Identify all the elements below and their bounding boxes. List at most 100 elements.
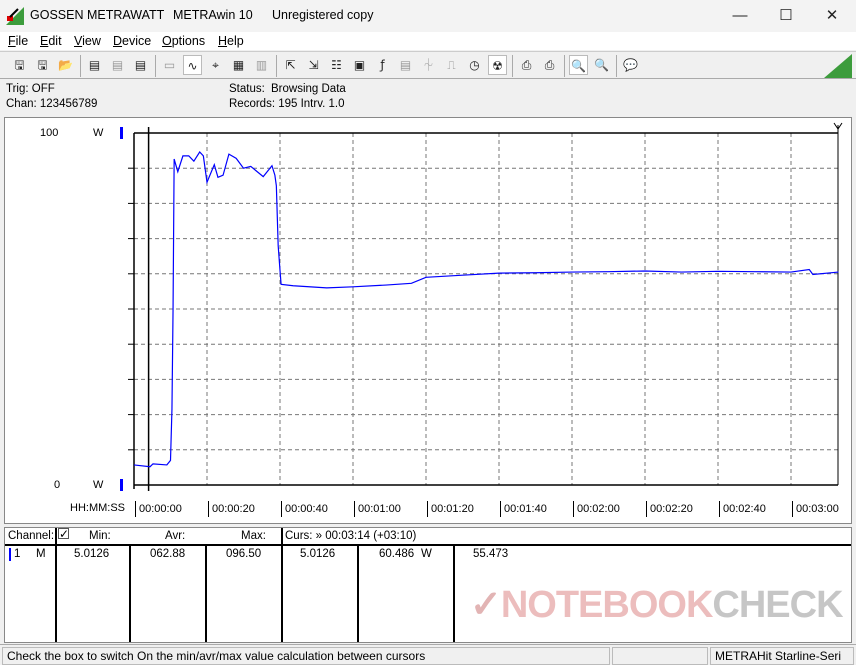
histogram-button[interactable]: ▥ [252, 55, 271, 75]
statistics-table: Channel: ✓ Min: Avr: Max: Curs: » 00:03:… [4, 527, 852, 643]
trigger-button[interactable]: ☢ [488, 55, 507, 75]
status-hint: Check the box to switch On the min/avr/m… [2, 647, 610, 665]
device-transfer-icon: ▤ [111, 58, 124, 72]
comment-button[interactable]: 💬 [621, 55, 640, 75]
app-name: METRAwin 10 [173, 8, 253, 22]
menu-device[interactable]: Device [113, 34, 152, 48]
pulse-button[interactable]: ⎍ [442, 55, 461, 75]
app-logo-icon [6, 7, 24, 25]
display-button[interactable]: ▭ [160, 55, 179, 75]
save-icon: 🖫 [37, 58, 48, 72]
power-chart[interactable] [0, 0, 856, 530]
maximize-button[interactable]: ☐ [779, 7, 793, 24]
chart-panel [4, 117, 852, 524]
trigger-status: Trig: OFF [6, 83, 55, 95]
y-min-label: 0 [54, 479, 61, 491]
signal-icon: ⏆ [422, 58, 435, 72]
zoom-icon: 🔍 [594, 58, 609, 72]
toolbar-separator [80, 55, 81, 77]
minimize-button[interactable]: — [732, 7, 748, 24]
print-preview-icon: ⎙ [521, 58, 532, 72]
menu-file[interactable]: File [8, 34, 29, 48]
status-label: Status: [229, 83, 265, 95]
device-settings-button[interactable]: ▤ [396, 55, 415, 75]
menu-help[interactable]: Help [218, 34, 244, 48]
data-list-button[interactable]: ☷ [327, 55, 346, 75]
x-tick-label: 00:01:20 [427, 501, 474, 517]
x-tick-label: 00:01:00 [354, 501, 401, 517]
channel-number: 1 [14, 548, 21, 560]
save-as-button[interactable]: 🖫 [10, 55, 29, 75]
device-memory-button[interactable]: ▤ [131, 55, 150, 75]
device-memory-icon: ▤ [134, 58, 147, 72]
histogram-icon: ▥ [255, 58, 268, 72]
notebookcheck-watermark: ✓NOTEBOOKCHECK [470, 584, 844, 626]
close-button[interactable]: ✕ [825, 7, 839, 24]
x-tick-label: 00:03:00 [792, 501, 839, 517]
status-value: Browsing Data [271, 83, 346, 95]
open-folder-button[interactable]: 📂 [56, 55, 75, 75]
device-read-button[interactable]: ▤ [85, 55, 104, 75]
status-device: METRAHit Starline-Seri [710, 647, 854, 665]
status-empty-pane [612, 647, 708, 665]
cursor-header: Curs: » 00:03:14 (+03:10) [285, 530, 417, 542]
title-bar: GOSSEN METRAWATT METRAwin 10 Unregistere… [0, 0, 856, 32]
signal-button[interactable]: ⏆ [419, 55, 438, 75]
y-max-marker [120, 127, 123, 139]
toolbar-separator [616, 55, 617, 77]
menu-options[interactable]: Options [162, 34, 206, 48]
cursor-value-1: 5.0126 [300, 548, 336, 560]
channel-mode: M [36, 548, 46, 560]
y-max-unit: W [93, 127, 104, 139]
avr-value: 062.88 [150, 548, 186, 560]
save-as-icon: 🖫 [14, 58, 25, 72]
zoom-waveform-icon: 🔍 [571, 59, 586, 73]
data-list-icon: ☷ [331, 58, 342, 72]
zoom-waveform-button[interactable]: 🔍 [569, 55, 588, 75]
channel-header: Channel: [8, 530, 55, 542]
device-settings-icon: ▤ [399, 58, 412, 72]
clock-icon: ◷ [469, 58, 480, 72]
toolbar-separator [276, 55, 277, 77]
max-header: Max: [241, 530, 266, 542]
right-cursor-marker [833, 122, 843, 130]
menu-bar: File Edit View Device Options Help [0, 32, 856, 50]
max-value: 096.50 [226, 548, 262, 560]
import-button[interactable]: ⇲ [304, 55, 323, 75]
min-header: Min: [89, 530, 111, 542]
monitor-button[interactable]: ▣ [350, 55, 369, 75]
print-button[interactable]: ⎙ [540, 55, 559, 75]
device-read-icon: ▤ [88, 58, 101, 72]
status-bar: Check the box to switch On the min/avr/m… [0, 644, 856, 665]
table-view-button[interactable]: ▦ [229, 55, 248, 75]
display-icon: ▭ [163, 58, 176, 72]
device-transfer-button[interactable]: ▤ [108, 55, 127, 75]
menu-view[interactable]: View [74, 34, 101, 48]
channel-color-marker [9, 548, 11, 561]
y-min-unit: W [93, 479, 104, 491]
brand-name: GOSSEN METRAWATT [30, 8, 165, 22]
crosshair-button[interactable]: ⌖ [206, 55, 225, 75]
y-min-marker [120, 479, 123, 491]
waveform-view-icon: ∿ [187, 59, 198, 73]
cursor-unit: W [421, 548, 432, 560]
menu-edit[interactable]: Edit [40, 34, 62, 48]
save-button[interactable]: 🖫 [33, 55, 52, 75]
cursor-value-2: 60.486 [379, 548, 415, 560]
waveform-view-button[interactable]: ∿ [183, 55, 202, 75]
records-info: Records: 195 Intrv. 1.0 [229, 98, 345, 110]
function-button[interactable]: ƒ [373, 55, 392, 75]
x-tick-label: 00:02:40 [719, 501, 766, 517]
toolbar-separator [512, 55, 513, 77]
x-tick-label: 00:00:40 [281, 501, 328, 517]
x-tick-label: 00:00:00 [135, 501, 182, 517]
minmax-checkbox[interactable]: ✓ [58, 527, 70, 541]
clock-button[interactable]: ◷ [465, 55, 484, 75]
print-preview-button[interactable]: ⎙ [517, 55, 536, 75]
function-icon: ƒ [380, 58, 385, 72]
x-tick-label: 00:00:20 [208, 501, 255, 517]
export-button[interactable]: ⇱ [281, 55, 300, 75]
x-axis-label: HH:MM:SS [70, 502, 125, 514]
zoom-button[interactable]: 🔍 [592, 55, 611, 75]
toolbar-separator [155, 55, 156, 77]
